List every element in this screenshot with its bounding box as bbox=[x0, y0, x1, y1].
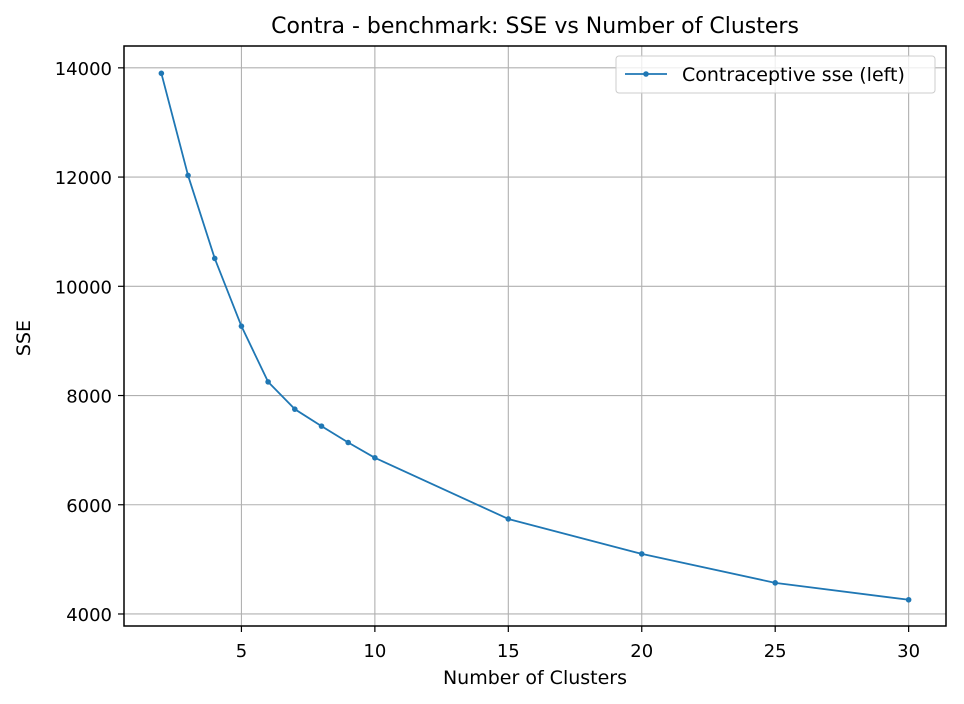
data-point bbox=[345, 439, 351, 446]
grid-lines bbox=[124, 46, 946, 626]
x-tick-label: 30 bbox=[897, 641, 920, 662]
data-point bbox=[772, 580, 778, 586]
x-tick-label: 15 bbox=[497, 641, 520, 662]
y-tick-label: 8000 bbox=[66, 387, 112, 408]
data-point bbox=[372, 454, 378, 461]
data-point bbox=[505, 516, 512, 522]
chart-title: Contra - benchmark: SSE vs Number of Clu… bbox=[271, 14, 799, 39]
x-tick-label: 5 bbox=[236, 641, 247, 662]
axis-ticks: 5 10 15 20 25 30 4000 6000 8000 10000 12000 14000 bbox=[55, 59, 920, 662]
legend: Contraceptive sse (left) bbox=[615, 55, 936, 94]
data-point bbox=[265, 379, 271, 385]
data-point bbox=[638, 551, 645, 557]
x-axis-label: Number of Clusters bbox=[443, 667, 627, 689]
data-point bbox=[185, 172, 191, 179]
y-tick-label: 12000 bbox=[55, 168, 112, 189]
x-tick-label: 10 bbox=[363, 641, 386, 662]
data-point bbox=[211, 255, 218, 262]
x-tick-label: 25 bbox=[764, 641, 787, 662]
data-point bbox=[318, 423, 325, 429]
data-point bbox=[158, 70, 165, 77]
y-tick-label: 6000 bbox=[66, 496, 112, 517]
plot-area-frame bbox=[123, 45, 947, 627]
x-tick-label: 20 bbox=[630, 641, 653, 662]
data-point bbox=[238, 323, 245, 329]
data-point bbox=[292, 406, 298, 412]
data-point bbox=[905, 596, 912, 603]
data-series bbox=[158, 70, 912, 603]
legend-box bbox=[615, 55, 936, 94]
legend-label: Contraceptive sse (left) bbox=[682, 64, 905, 86]
y-tick-label: 4000 bbox=[66, 605, 112, 626]
y-axis-label: SSE bbox=[13, 320, 35, 356]
y-tick-label: 10000 bbox=[55, 277, 112, 298]
legend-marker-swatch bbox=[643, 71, 649, 77]
y-tick-label: 14000 bbox=[55, 59, 112, 80]
